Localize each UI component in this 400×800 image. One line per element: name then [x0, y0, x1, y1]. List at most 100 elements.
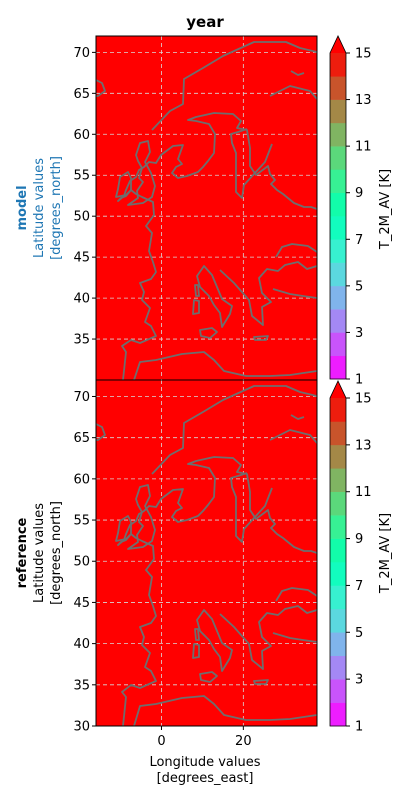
reference-colorbar-level	[330, 608, 346, 633]
reference-ytick-label: 35	[73, 678, 90, 693]
model-coast-sicily	[199, 327, 218, 339]
reference-colorbar-level	[330, 468, 346, 493]
reference-coast-blacksea	[275, 587, 317, 602]
reference-colorbar-tick-label: 15	[355, 392, 372, 407]
reference-ytick-label: 55	[73, 514, 90, 529]
reference-coast-balkans	[219, 605, 317, 670]
model-colorbar-level	[330, 146, 346, 170]
model-coast-kola	[269, 70, 317, 100]
reference-coast-ireland	[115, 515, 132, 542]
reference-xticks: 0 20	[157, 726, 252, 749]
reference-coast-iceland	[96, 423, 106, 441]
reference-coast-sardinia	[192, 643, 200, 659]
model-colorbar-level	[330, 309, 346, 333]
model-ytick-label: 35	[73, 333, 90, 348]
model-gridlines	[96, 36, 317, 380]
model-coast-baltic	[230, 128, 273, 199]
model-ytick-label: 65	[73, 87, 90, 102]
model-colorbar-tick-label: 3	[355, 326, 363, 341]
model-coast-greatbritain	[127, 140, 156, 206]
reference-colorbar-tick-label: 3	[355, 673, 363, 688]
model-coast-northafrica	[133, 351, 317, 380]
model-colorbar-label: T_2M_AV [K]	[378, 169, 393, 250]
reference-xlabel: Longitude values	[149, 755, 260, 770]
model-coast-mainland	[117, 112, 317, 380]
reference-colorbar-tick-label: 9	[355, 532, 363, 547]
model-ylabel: Latitude values	[32, 158, 47, 258]
reference-colorbar-level	[330, 679, 346, 703]
reference-coast-sicily	[199, 671, 218, 683]
reference-colorbar-level	[330, 538, 346, 563]
reference-colorbar-level	[330, 632, 346, 657]
reference-ytick-label: 30	[73, 720, 90, 735]
model-coast-crete	[253, 335, 269, 341]
reference-coast-italy	[196, 609, 233, 672]
reference-colorbar-level	[330, 491, 346, 516]
model-colorbar-level	[330, 262, 346, 287]
reference-coastline	[96, 385, 317, 726]
reference-colorbar-level	[330, 655, 346, 680]
model-colorbar-level	[330, 332, 346, 357]
model-colorbar-level	[330, 192, 346, 217]
reference-colorbar-tick-label: 1	[355, 720, 363, 735]
model-coast-sardinia	[192, 299, 200, 315]
reference-colorbar-tick-label: 5	[355, 626, 363, 641]
reference-colorbar-tick-label: 11	[355, 485, 372, 500]
reference-colorbar-level	[330, 702, 346, 727]
reference-coast-baltic	[230, 472, 273, 543]
reference-coast-kola	[269, 414, 317, 444]
reference-xtick-label: 0	[157, 734, 165, 749]
reference-coast-mainland	[117, 456, 317, 726]
reference-coast-greatbritain	[127, 484, 156, 550]
reference-colorbar-tick-label: 7	[355, 579, 363, 594]
reference-colorbar-level	[330, 562, 346, 586]
model-coastline	[96, 41, 317, 380]
model-ytick-label: 50	[73, 210, 90, 225]
model-coast-corsica	[194, 284, 200, 297]
reference-axes-frame	[95, 379, 318, 727]
model-colorbar-tick-label: 11	[355, 140, 372, 155]
model-coast-balkans	[219, 261, 317, 326]
model-coast-scandinavia	[151, 41, 317, 131]
model-panel-label: model	[15, 185, 30, 230]
model-colorbar-level	[330, 239, 346, 263]
model-colorbar-outline	[329, 35, 347, 380]
reference-ylabel: Latitude values	[32, 503, 47, 603]
reference-ylabel-unit: [degrees_north]	[49, 501, 64, 605]
reference-coast-corsica	[194, 628, 200, 641]
model-colorbar-tick-label: 7	[355, 233, 363, 248]
model-colorbar-level	[330, 285, 346, 310]
model-colorbar-tick-label: 13	[355, 93, 372, 108]
reference-coast-scandinavia	[151, 385, 317, 475]
reference-ytick-label: 50	[73, 555, 90, 570]
model-colorbar-level	[330, 76, 346, 100]
reference-panel-label: reference	[15, 517, 30, 588]
model-colorbar-level	[330, 53, 346, 77]
reference-colorbar-level	[330, 515, 346, 539]
reference-ytick-label: 60	[73, 472, 90, 487]
model-coast-ireland	[115, 171, 132, 198]
reference-colorbar-level	[330, 421, 346, 446]
reference-coast-anatolia	[272, 632, 317, 643]
reference-coast-northafrica	[133, 695, 317, 726]
model-colorbar-level	[330, 99, 346, 124]
reference-field	[96, 380, 317, 726]
reference-xtick-label: 20	[235, 734, 252, 749]
model-ytick-label: 55	[73, 169, 90, 184]
model-ytick-label: 70	[73, 46, 90, 61]
model-ytick-label: 40	[73, 292, 90, 307]
model-coast-italy	[196, 265, 233, 328]
model-colorbar-tick-label: 1	[355, 373, 363, 388]
model-colorbar-tick-label: 15	[355, 47, 372, 62]
reference-ytick-label: 65	[73, 431, 90, 446]
model-colorbar-level	[330, 355, 346, 380]
model-coast-iceland	[96, 79, 106, 97]
model-colorbar-extend	[330, 36, 346, 53]
model-colorbar-tick-label: 9	[355, 186, 363, 201]
reference-ytick-label: 70	[73, 390, 90, 405]
reference-colorbar-label: T_2M_AV [K]	[378, 513, 393, 594]
model-coast-blacksea	[275, 243, 317, 258]
